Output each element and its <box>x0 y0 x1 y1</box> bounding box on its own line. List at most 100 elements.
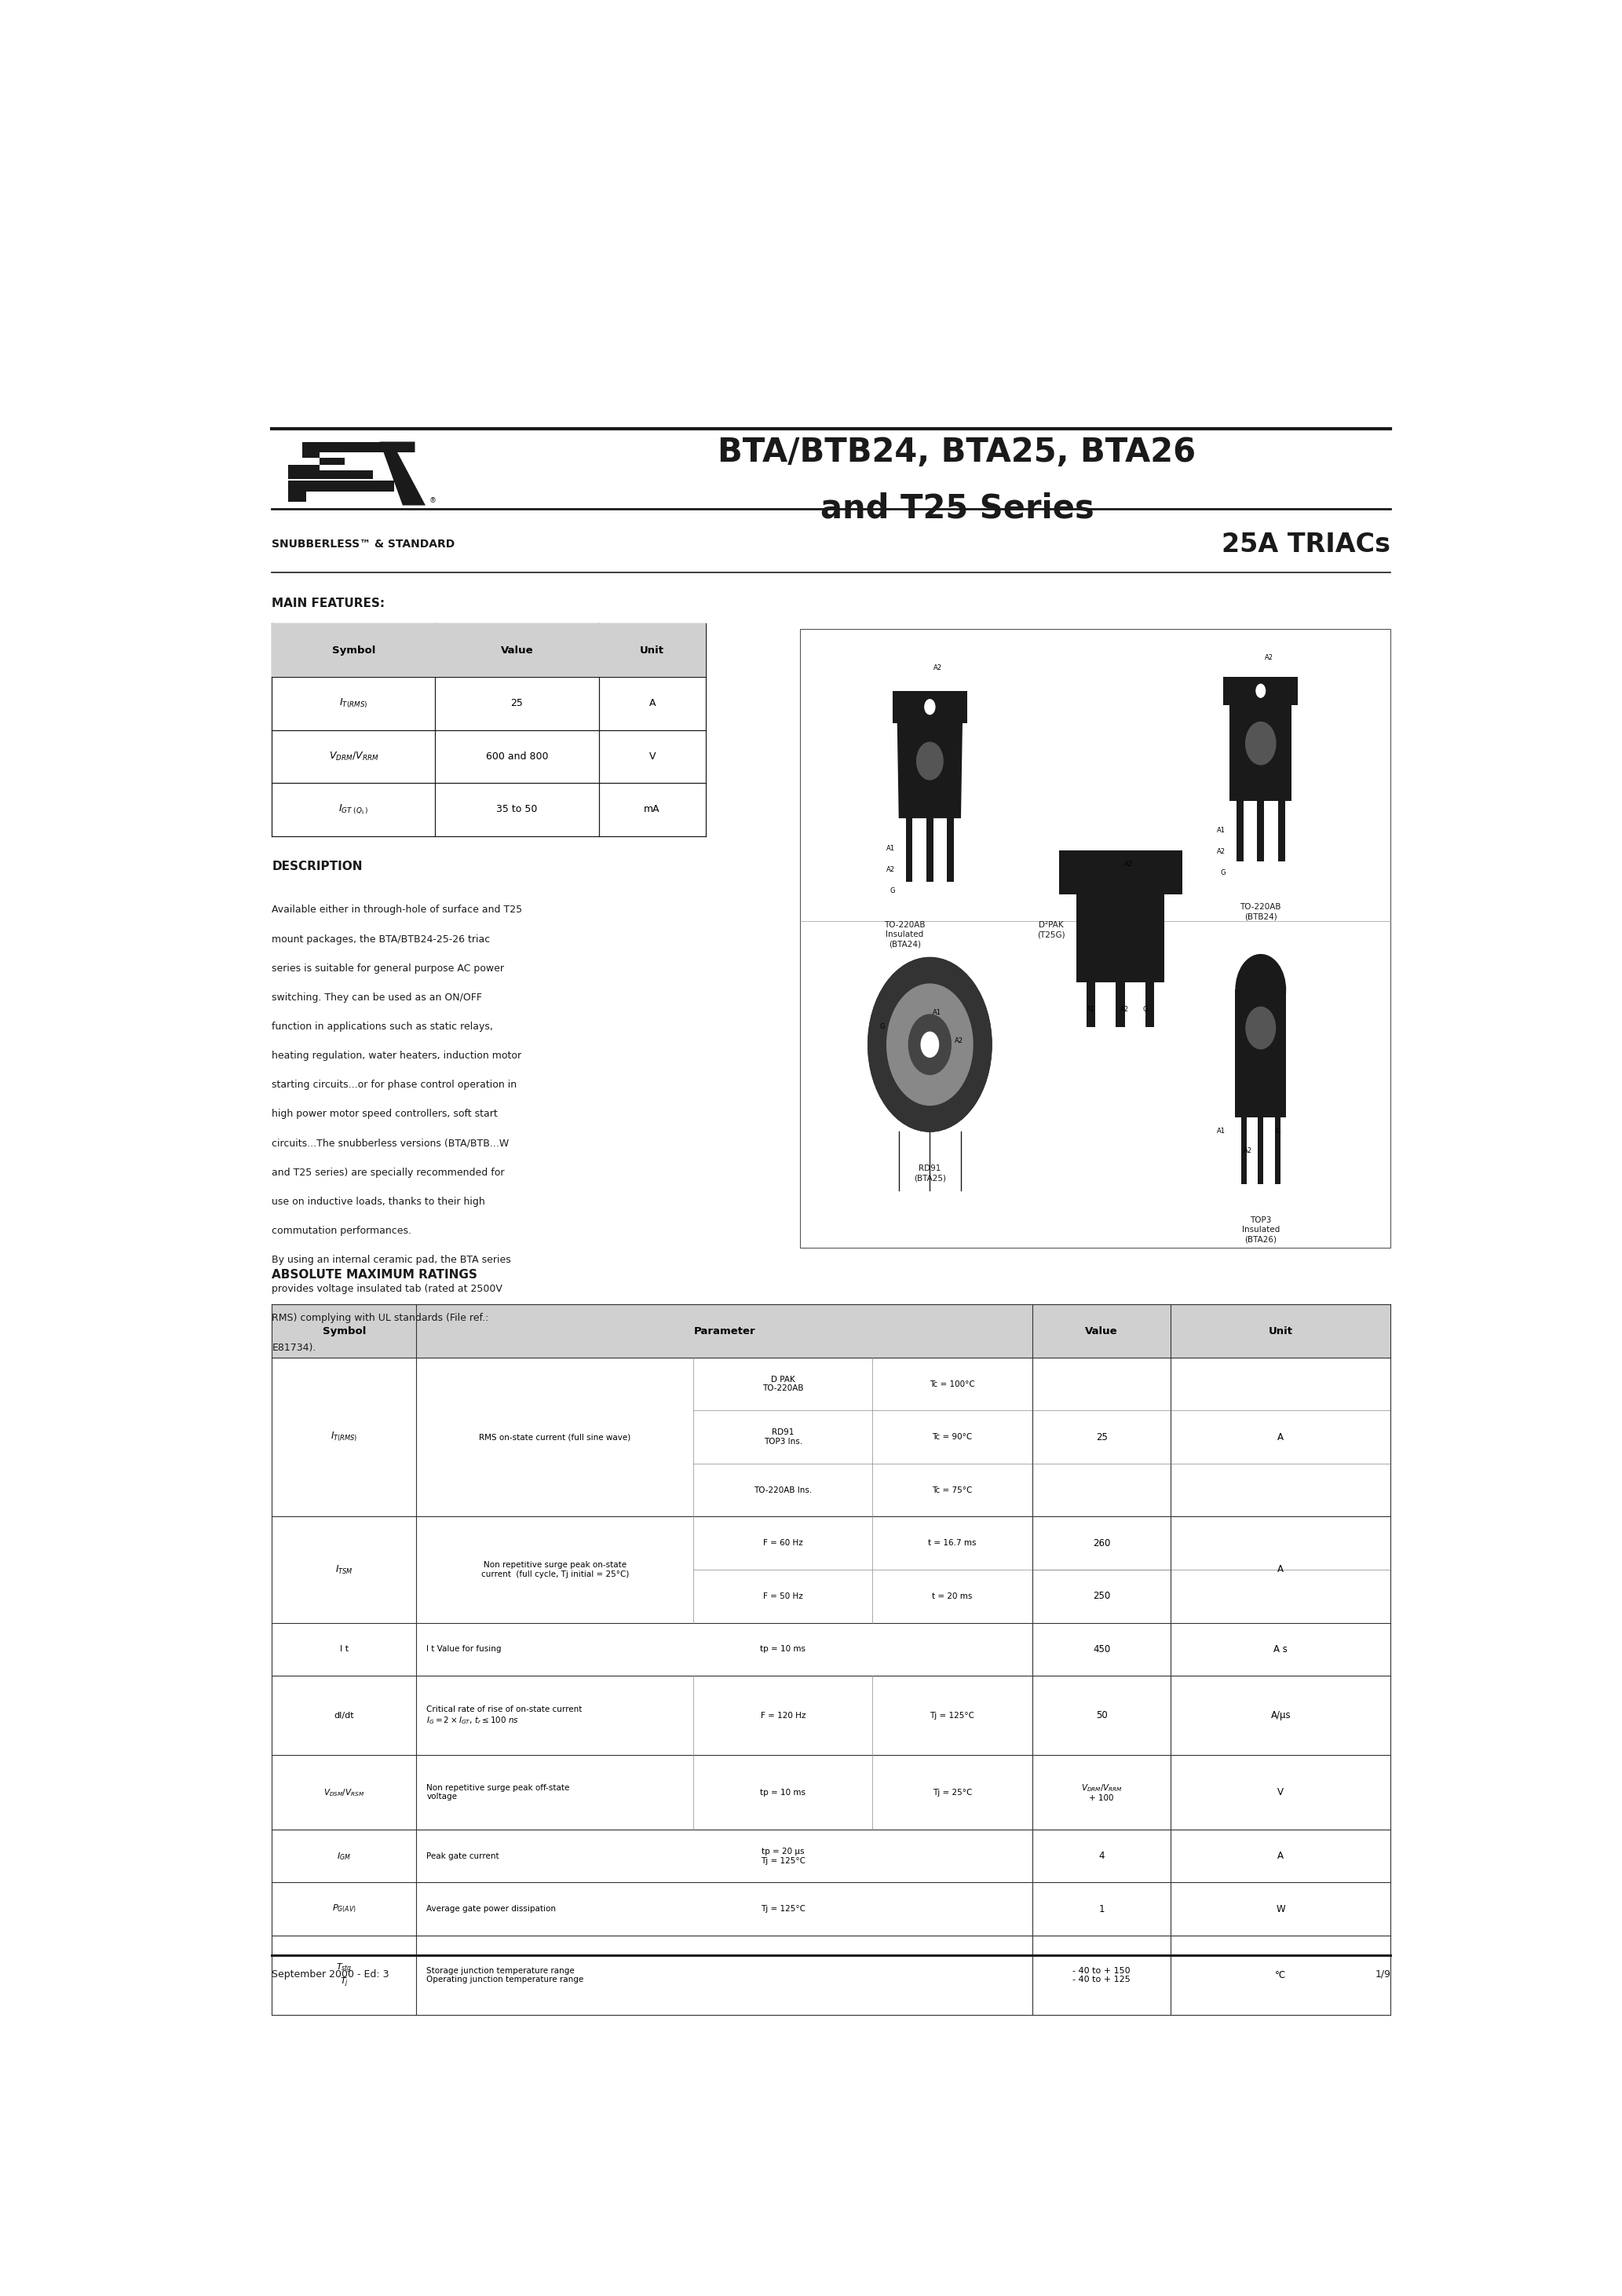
Text: A2: A2 <box>934 664 942 670</box>
Text: 1: 1 <box>1098 1903 1105 1915</box>
Text: W: W <box>1277 1903 1285 1915</box>
Text: function in applications such as static relays,: function in applications such as static … <box>272 1022 493 1031</box>
Text: A2: A2 <box>955 1038 963 1045</box>
Bar <box>1275 1118 1280 1185</box>
Text: Value: Value <box>1085 1325 1118 1336</box>
Text: V: V <box>1278 1786 1283 1798</box>
Text: BTA/BTB24, BTA25, BTA26: BTA/BTB24, BTA25, BTA26 <box>719 436 1195 468</box>
Bar <box>1236 801 1244 861</box>
Text: 450: 450 <box>1093 1644 1111 1655</box>
Polygon shape <box>289 441 384 480</box>
Text: Unit: Unit <box>641 645 665 654</box>
Text: RMS) complying with UL standards (File ref.:: RMS) complying with UL standards (File r… <box>272 1313 488 1322</box>
Text: ®: ® <box>428 496 436 503</box>
Text: Available either in through-hole of surface and T25: Available either in through-hole of surf… <box>272 905 522 916</box>
Text: A1: A1 <box>1216 827 1226 833</box>
Text: A1: A1 <box>886 845 895 852</box>
Circle shape <box>886 983 973 1107</box>
Text: A1: A1 <box>1216 1127 1226 1134</box>
Text: I t Value for fusing: I t Value for fusing <box>427 1646 501 1653</box>
Text: By using an internal ceramic pad, the BTA series: By using an internal ceramic pad, the BT… <box>272 1256 511 1265</box>
Text: heating regulation, water heaters, induction motor: heating regulation, water heaters, induc… <box>272 1052 522 1061</box>
Text: A1: A1 <box>933 1010 941 1017</box>
Text: $I_{T(RMS)}$: $I_{T(RMS)}$ <box>339 698 368 709</box>
Text: $I_{T(RMS)}$: $I_{T(RMS)}$ <box>331 1430 357 1444</box>
Bar <box>892 691 967 723</box>
Text: Critical rate of rise of on-state current
$I_G = 2 \times I_{GT}$, $t_r \leq 100: Critical rate of rise of on-state curren… <box>427 1706 582 1727</box>
Text: $P_{G(AV)}$: $P_{G(AV)}$ <box>333 1903 357 1915</box>
Text: circuits...The snubberless versions (BTA/BTB...W: circuits...The snubberless versions (BTA… <box>272 1139 509 1148</box>
Text: series is suitable for general purpose AC power: series is suitable for general purpose A… <box>272 964 504 974</box>
Text: 260: 260 <box>1093 1538 1111 1548</box>
Text: tp = 20 µs
Tj = 125°C: tp = 20 µs Tj = 125°C <box>761 1848 805 1864</box>
Text: RMS on-state current (full sine wave): RMS on-state current (full sine wave) <box>478 1433 631 1442</box>
Bar <box>1077 895 1165 983</box>
Text: tp = 10 ms: tp = 10 ms <box>761 1646 806 1653</box>
Text: G: G <box>879 1024 884 1031</box>
Text: A: A <box>1278 1851 1283 1862</box>
Bar <box>1257 801 1264 861</box>
Circle shape <box>1246 1006 1277 1049</box>
Text: D²PAK
(T25G): D²PAK (T25G) <box>1038 921 1066 939</box>
Text: A2: A2 <box>1244 1148 1252 1155</box>
Text: 600 and 800: 600 and 800 <box>487 751 548 762</box>
Text: 25: 25 <box>511 698 524 709</box>
Bar <box>1223 677 1298 705</box>
Text: mount packages, the BTA/BTB24-25-26 triac: mount packages, the BTA/BTB24-25-26 tria… <box>272 934 490 944</box>
Text: 4: 4 <box>1098 1851 1105 1862</box>
Polygon shape <box>897 723 962 817</box>
Text: G: G <box>1144 1006 1148 1013</box>
Text: A: A <box>649 698 655 709</box>
Text: A2: A2 <box>1121 1006 1129 1013</box>
Text: 250: 250 <box>1093 1591 1111 1600</box>
Text: 35 to 50: 35 to 50 <box>496 804 537 815</box>
Text: 25A TRIACs: 25A TRIACs <box>1221 530 1390 558</box>
Bar <box>926 817 933 882</box>
Bar <box>272 1304 1390 1357</box>
Text: Tc = 100°C: Tc = 100°C <box>929 1380 975 1387</box>
Text: September 2000 - Ed: 3: September 2000 - Ed: 3 <box>272 1970 389 1979</box>
Text: $V_{DRM}/V_{RRM}$
+ 100: $V_{DRM}/V_{RRM}$ + 100 <box>1080 1782 1122 1802</box>
Text: A2: A2 <box>886 866 895 872</box>
Text: Non repetitive surge peak off-state
voltage: Non repetitive surge peak off-state volt… <box>427 1784 569 1800</box>
Circle shape <box>868 957 993 1132</box>
Text: $I_{TSM}$: $I_{TSM}$ <box>336 1564 354 1575</box>
Circle shape <box>1255 684 1265 698</box>
Bar <box>272 625 706 677</box>
Text: provides voltage insulated tab (rated at 2500V: provides voltage insulated tab (rated at… <box>272 1283 503 1295</box>
Text: A/µs: A/µs <box>1270 1711 1291 1720</box>
Text: Parameter: Parameter <box>694 1325 756 1336</box>
Text: TO-220AB
(BTB24): TO-220AB (BTB24) <box>1241 902 1281 921</box>
Text: F = 50 Hz: F = 50 Hz <box>762 1591 803 1600</box>
Text: use on inductive loads, thanks to their high: use on inductive loads, thanks to their … <box>272 1196 485 1208</box>
Circle shape <box>925 698 936 714</box>
Text: and T25 Series: and T25 Series <box>821 491 1093 526</box>
Bar <box>905 817 913 882</box>
Bar <box>800 629 1390 1249</box>
Text: A2: A2 <box>1216 847 1226 856</box>
Text: Symbol: Symbol <box>333 645 375 654</box>
Polygon shape <box>380 441 425 505</box>
Bar <box>1229 705 1291 801</box>
Text: V: V <box>649 751 655 762</box>
Text: and T25 series) are specially recommended for: and T25 series) are specially recommende… <box>272 1166 504 1178</box>
Text: Peak gate current: Peak gate current <box>427 1853 500 1860</box>
Text: 25: 25 <box>1096 1433 1108 1442</box>
Text: tp = 10 ms: tp = 10 ms <box>761 1789 806 1795</box>
Text: Average gate power dissipation: Average gate power dissipation <box>427 1906 556 1913</box>
Text: G: G <box>1220 870 1226 877</box>
Text: A: A <box>1278 1433 1283 1442</box>
Text: starting circuits...or for phase control operation in: starting circuits...or for phase control… <box>272 1079 517 1091</box>
Text: Tj = 25°C: Tj = 25°C <box>933 1789 972 1795</box>
Bar <box>1059 850 1182 895</box>
Text: Symbol: Symbol <box>323 1325 367 1336</box>
Text: commutation performances.: commutation performances. <box>272 1226 412 1235</box>
Text: $V_{DSM}/V_{RSM}$: $V_{DSM}/V_{RSM}$ <box>324 1786 365 1798</box>
Text: TO-220AB
Insulated
(BTA24): TO-220AB Insulated (BTA24) <box>884 921 925 948</box>
Text: t = 20 ms: t = 20 ms <box>933 1591 973 1600</box>
Text: A1: A1 <box>1087 1006 1095 1013</box>
Bar <box>1236 990 1286 1118</box>
Bar <box>1257 1118 1264 1185</box>
Text: °C: °C <box>1275 1970 1286 1981</box>
Text: $I_{GM}$: $I_{GM}$ <box>337 1851 350 1862</box>
